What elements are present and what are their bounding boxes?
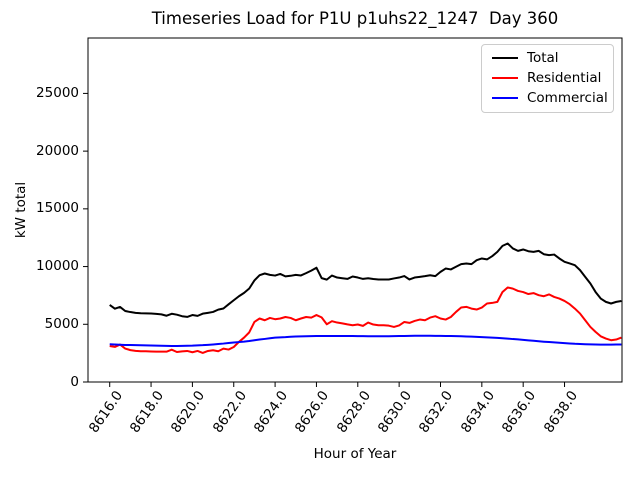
legend-label: Residential	[527, 70, 602, 86]
y-tick-label: 5000	[44, 315, 79, 332]
y-tick-label: 25000	[36, 84, 79, 101]
y-tick-label: 0	[70, 373, 79, 390]
series-line-commercial	[109, 334, 622, 347]
y-tick-label: 15000	[36, 200, 79, 217]
legend-label: Commercial	[527, 90, 608, 106]
chart-title: Timeseries Load for P1U p1uhs22_1247 Day…	[151, 9, 559, 28]
legend-line-sample-residential	[492, 77, 518, 79]
series-line-total	[109, 242, 622, 318]
y-tick-label: 20000	[36, 142, 79, 159]
legend-line-sample-total	[492, 57, 518, 59]
legend-line-sample-commercial	[492, 97, 518, 99]
legend: Total Residential Commercial	[481, 44, 614, 113]
legend-entry-commercial: Commercial	[482, 88, 613, 108]
series-line-residential	[109, 286, 622, 354]
legend-label: Total	[527, 50, 559, 66]
axes-frame	[87, 37, 623, 383]
y-tick-label: 10000	[36, 258, 79, 275]
x-axis-label: Hour of Year	[313, 446, 397, 462]
legend-entry-residential: Residential	[482, 68, 613, 88]
legend-entry-total: Total	[482, 48, 613, 68]
